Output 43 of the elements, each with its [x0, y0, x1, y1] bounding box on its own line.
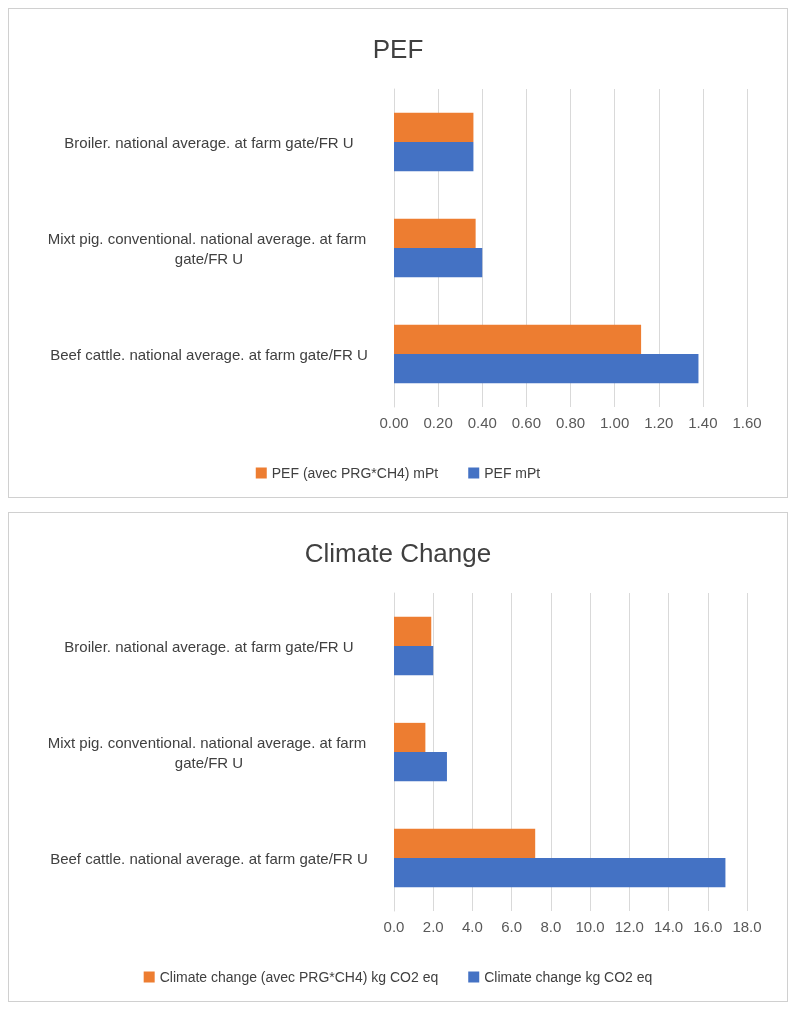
x-tick-label: 0.40 [467, 414, 497, 431]
x-tick-label: 2.0 [422, 918, 444, 935]
x-tick-label: 1.60 [732, 414, 762, 431]
bar [394, 722, 426, 752]
bar [394, 752, 447, 782]
y-tick-label: Beef cattle. national average. at farm gate/FR U [50, 345, 368, 363]
y-tick-label: Mixt pig. conventional. national average. at farm gate/FR U [47, 229, 371, 267]
bar [394, 354, 699, 384]
bar [394, 646, 434, 676]
x-tick-label: 10.0 [575, 918, 605, 935]
y-tick-label: Broiler. national average. at farm gate/FR U [64, 637, 354, 655]
bar [394, 112, 474, 142]
x-tick-label: 16.0 [693, 918, 723, 935]
x-tick-label: 0.0 [383, 918, 405, 935]
x-tick-label: 1.00 [600, 414, 630, 431]
bar [394, 142, 474, 172]
chart-title: Climate Change [304, 538, 492, 568]
x-tick-label: 6.0 [501, 918, 523, 935]
x-tick-label: 18.0 [732, 918, 762, 935]
x-tick-label: 0.00 [379, 414, 409, 431]
x-tick-label: 4.0 [462, 918, 483, 935]
y-tick-label: Mixt pig. conventional. national average. at farm gate/FR U [47, 733, 371, 771]
bar [394, 324, 642, 354]
y-tick-label: Beef cattle. national average. at farm gate/FR U [50, 849, 368, 867]
x-tick-label: 8.0 [540, 918, 562, 935]
x-tick-label: 12.0 [614, 918, 644, 935]
legend-label: Climate change kg CO2 eq [484, 969, 653, 985]
legend-label: PEF (avec PRG*CH4) mPt [271, 465, 439, 481]
legend-label: Climate change (avec PRG*CH4) kg CO2 eq [159, 969, 439, 985]
x-tick-label: 0.20 [423, 414, 453, 431]
bar [394, 218, 476, 248]
bar [394, 828, 536, 858]
chart-title: PEF [372, 34, 424, 64]
x-tick-label: 0.80 [555, 414, 586, 431]
x-tick-label: 14.0 [653, 918, 684, 935]
bar [394, 248, 483, 278]
y-tick-label: Broiler. national average. at farm gate/FR U [64, 133, 354, 151]
legend-label: PEF mPt [484, 465, 541, 481]
bar [394, 858, 726, 888]
x-tick-label: 1.40 [688, 414, 718, 431]
x-tick-label: 0.60 [511, 414, 541, 431]
x-tick-label: 1.20 [644, 414, 674, 431]
bar [394, 616, 432, 646]
